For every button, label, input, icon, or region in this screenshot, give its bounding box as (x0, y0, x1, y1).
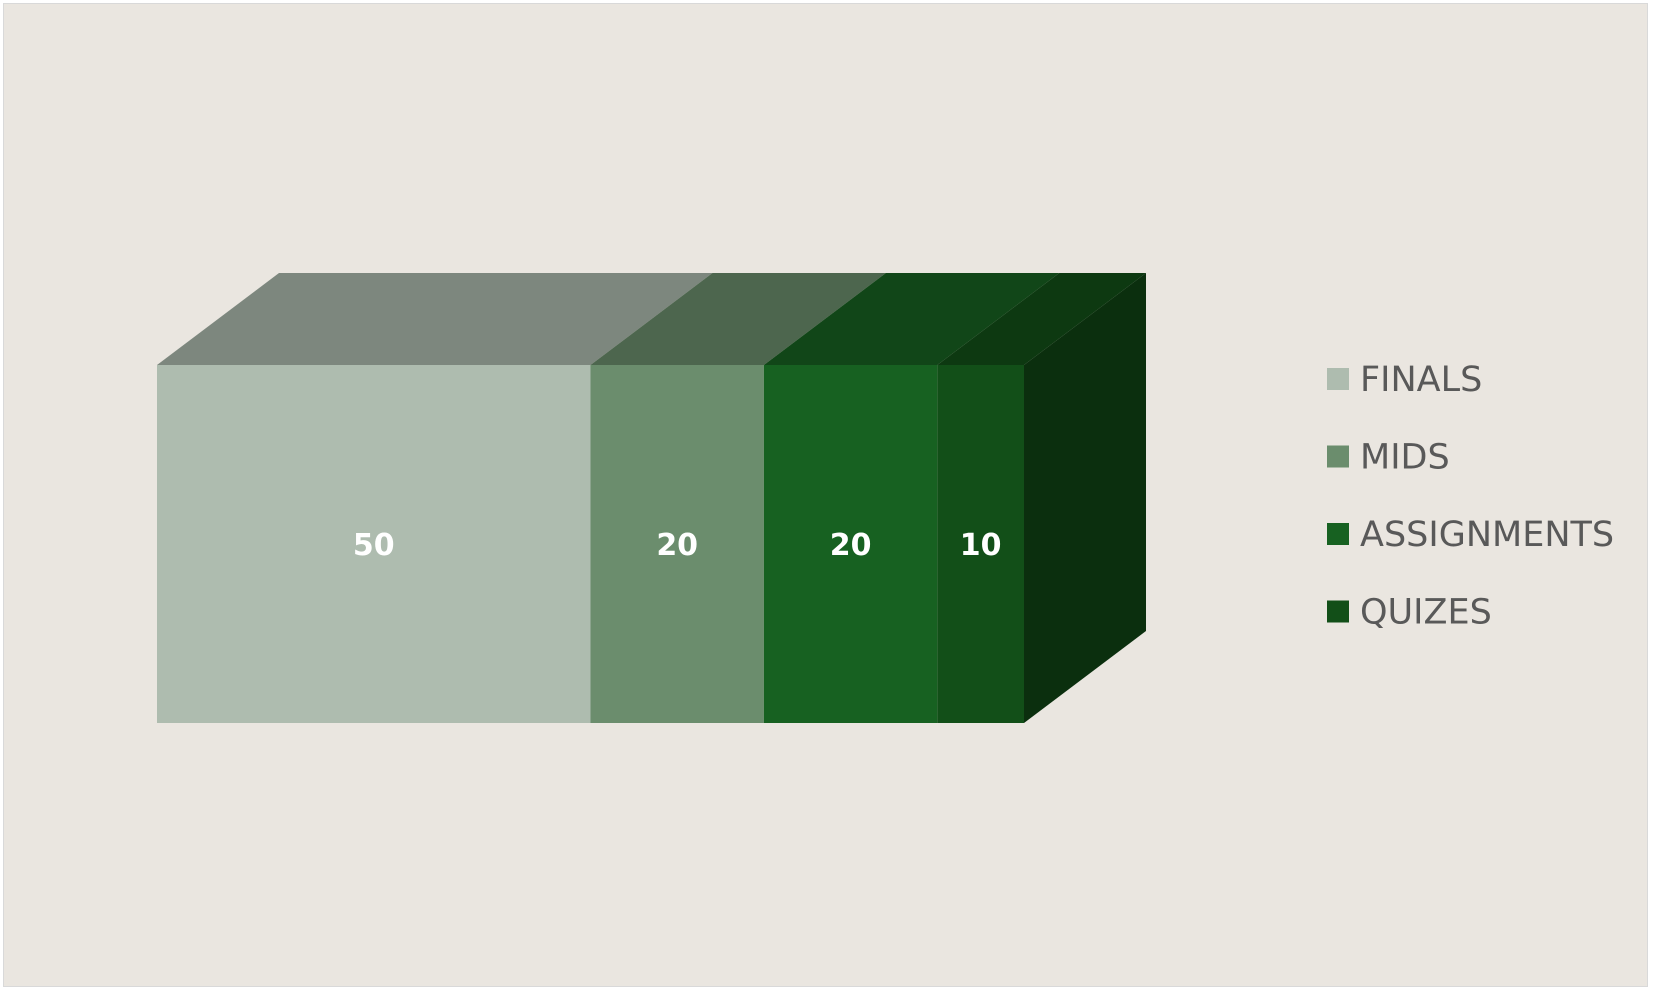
data-label-finals: 50 (353, 528, 395, 563)
legend-label-assignments: ASSIGNMENTS (1360, 515, 1614, 555)
legend-swatch-quizes (1327, 600, 1349, 623)
data-label-mids: 20 (656, 528, 698, 563)
bar-top-finals (157, 273, 713, 365)
data-label-assignments: 20 (830, 528, 872, 563)
legend-label-quizes: QUIZES (1360, 593, 1492, 633)
bars-layer (157, 273, 1146, 723)
bar-segment-assignments (763, 365, 938, 723)
legend-label-mids: MIDS (1360, 438, 1450, 478)
bar-top-mids (590, 273, 886, 365)
bar-segment-finals (157, 365, 591, 723)
legend-swatch-finals (1327, 368, 1349, 390)
bar-segment-quizes (937, 365, 1024, 723)
bar-side-quizes (1024, 273, 1146, 723)
bar-top-assignments (763, 273, 1060, 365)
legend-label-finals: FINALS (1360, 360, 1482, 400)
data-label-quizes: 10 (960, 528, 1002, 563)
legend-swatch-mids (1327, 445, 1349, 468)
legend-swatch-assignments (1327, 523, 1349, 545)
bar-top-quizes (937, 273, 1146, 365)
bar-segment-mids (590, 365, 764, 723)
data-labels-layer: 50 20 20 10 (353, 528, 1002, 563)
legend: FINALS MIDS ASSIGNMENTS QUIZES (1327, 360, 1614, 633)
